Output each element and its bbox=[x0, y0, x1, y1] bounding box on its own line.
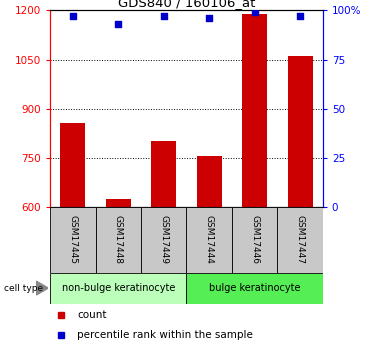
Bar bbox=[242, 13, 267, 207]
Point bbox=[252, 10, 257, 15]
Point bbox=[70, 13, 76, 19]
Text: cell type: cell type bbox=[4, 284, 43, 293]
Bar bbox=[96, 207, 141, 273]
Bar bbox=[50, 207, 96, 273]
Text: non-bulge keratinocyte: non-bulge keratinocyte bbox=[62, 283, 175, 293]
Bar bbox=[278, 207, 323, 273]
Text: GSM17446: GSM17446 bbox=[250, 215, 259, 264]
Point bbox=[297, 13, 303, 19]
Text: bulge keratinocyte: bulge keratinocyte bbox=[209, 283, 301, 293]
Text: GSM17449: GSM17449 bbox=[159, 215, 168, 264]
Polygon shape bbox=[36, 281, 48, 295]
Text: GSM17445: GSM17445 bbox=[68, 215, 77, 264]
Bar bbox=[197, 156, 221, 207]
Title: GDS840 / 160106_at: GDS840 / 160106_at bbox=[118, 0, 255, 9]
Bar bbox=[232, 207, 278, 273]
Bar bbox=[288, 56, 312, 207]
Bar bbox=[187, 207, 232, 273]
Bar bbox=[50, 273, 187, 304]
Text: GSM17448: GSM17448 bbox=[114, 215, 123, 264]
Bar bbox=[106, 199, 131, 207]
Text: GSM17444: GSM17444 bbox=[205, 215, 214, 264]
Bar bbox=[151, 141, 176, 207]
Text: count: count bbox=[77, 310, 107, 320]
Point bbox=[115, 21, 121, 27]
Point bbox=[161, 13, 167, 19]
Text: GSM17447: GSM17447 bbox=[296, 215, 305, 264]
Text: percentile rank within the sample: percentile rank within the sample bbox=[77, 330, 253, 339]
Point bbox=[206, 16, 212, 21]
Bar bbox=[141, 207, 187, 273]
Bar bbox=[60, 124, 85, 207]
Bar bbox=[187, 273, 323, 304]
